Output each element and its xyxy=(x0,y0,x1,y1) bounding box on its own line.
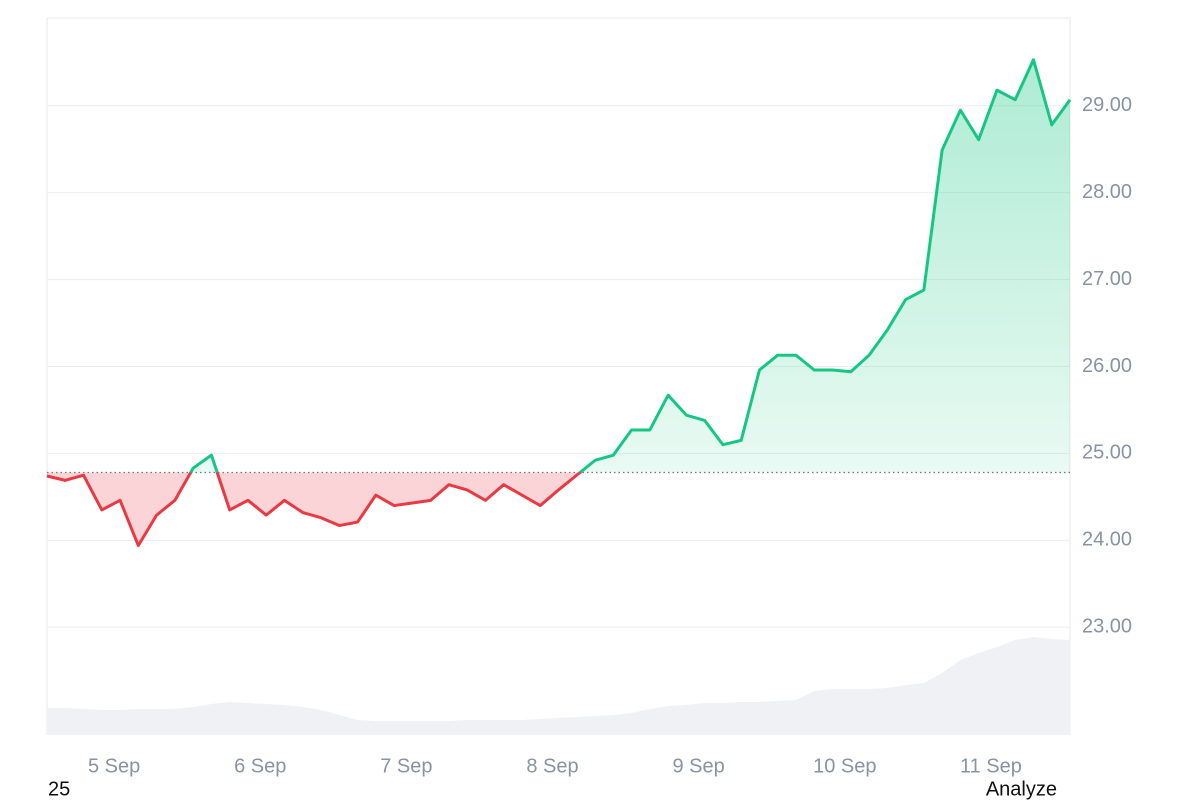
x-tick-label: 6 Sep xyxy=(234,755,286,777)
x-tick-label: 7 Sep xyxy=(380,755,432,777)
y-tick-label: 29.00 xyxy=(1082,94,1132,116)
x-tick-label: 8 Sep xyxy=(526,755,578,777)
price-line-up xyxy=(188,58,1072,473)
y-tick-label: 25.00 xyxy=(1082,442,1132,464)
volume-area xyxy=(47,637,1070,735)
footer-right[interactable]: Analyze xyxy=(986,778,1057,800)
price-line-down xyxy=(46,472,583,548)
area-below xyxy=(47,472,1070,546)
y-tick-label: 24.00 xyxy=(1082,529,1132,551)
x-tick-label: 11 Sep xyxy=(960,755,1022,777)
y-tick-label: 26.00 xyxy=(1082,355,1132,377)
footer-left: 25 xyxy=(48,778,70,800)
x-tick-label: 10 Sep xyxy=(813,755,876,777)
area-above xyxy=(190,59,1070,473)
y-tick-label: 27.00 xyxy=(1082,268,1132,290)
y-tick-label: 23.00 xyxy=(1082,616,1132,638)
x-tick-label: 9 Sep xyxy=(673,755,725,777)
x-tick-label: 5 Sep xyxy=(88,755,140,777)
y-tick-label: 28.00 xyxy=(1082,181,1132,203)
